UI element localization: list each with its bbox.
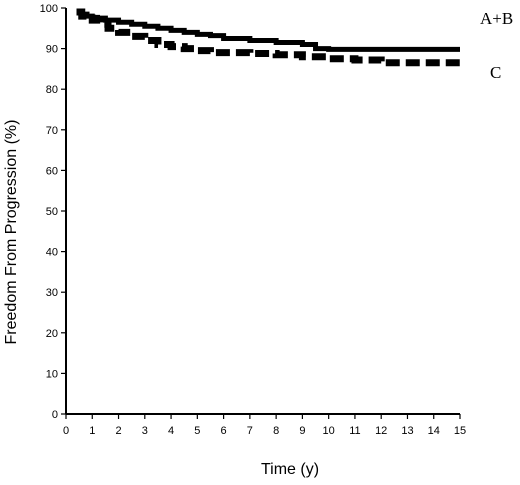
y-axis-title: Freedom From Progression (%) [3, 120, 20, 345]
y-tick-label: 90 [46, 44, 58, 56]
x-axis-title: Time (y) [261, 461, 319, 478]
x-tick-label: 12 [375, 425, 387, 437]
series-line-a-plus-b [76, 9, 460, 52]
plot-area [76, 8, 460, 67]
x-tick-label: 7 [247, 425, 253, 437]
x-tick-label: 9 [299, 425, 305, 437]
x-tick-label: 13 [401, 425, 413, 437]
x-tick-label: 15 [454, 425, 466, 437]
y-tick-label: 30 [46, 287, 58, 299]
y-tick-label: 0 [52, 409, 58, 421]
x-tick-label: 5 [194, 425, 200, 437]
series-labels: A+B C [480, 9, 513, 82]
x-tick-label: 1 [89, 425, 95, 437]
x-tick-label: 3 [142, 425, 148, 437]
y-tick-label: 100 [40, 3, 58, 15]
axes [65, 8, 460, 415]
x-tick-label: 11 [349, 425, 360, 437]
x-tick-label: 8 [273, 425, 279, 437]
x-tick-label: 0 [63, 425, 69, 437]
series-label-c: C [490, 63, 501, 82]
y-tick-label: 80 [46, 84, 58, 96]
y-axis-ticks: 0 10 20 30 40 50 60 70 80 90 100 [40, 3, 66, 421]
x-tick-label: 14 [428, 425, 440, 437]
y-tick-label: 40 [46, 247, 58, 259]
x-tick-label: 10 [323, 425, 335, 437]
x-tick-label: 4 [168, 425, 174, 437]
series-line-c [76, 8, 460, 67]
x-axis-ticks: 0 1 2 3 4 5 6 7 8 9 10 11 12 13 14 15 [63, 414, 466, 437]
y-tick-label: 50 [46, 206, 58, 218]
x-tick-label: 2 [115, 425, 121, 437]
y-tick-label: 60 [46, 165, 58, 177]
y-tick-label: 20 [46, 328, 58, 340]
y-tick-label: 10 [46, 368, 58, 380]
series-label-a-plus-b: A+B [480, 9, 513, 28]
x-tick-label: 6 [221, 425, 227, 437]
y-tick-label: 70 [46, 125, 58, 137]
